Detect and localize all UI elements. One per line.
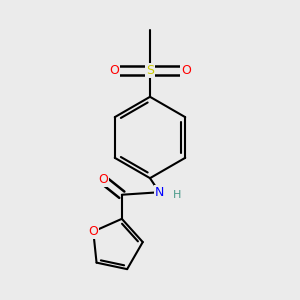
Text: O: O bbox=[88, 225, 98, 238]
Text: S: S bbox=[146, 64, 154, 77]
Text: O: O bbox=[181, 64, 191, 77]
Text: O: O bbox=[109, 64, 119, 77]
Text: H: H bbox=[173, 190, 182, 200]
Text: N: N bbox=[155, 186, 164, 199]
Text: O: O bbox=[98, 173, 108, 186]
